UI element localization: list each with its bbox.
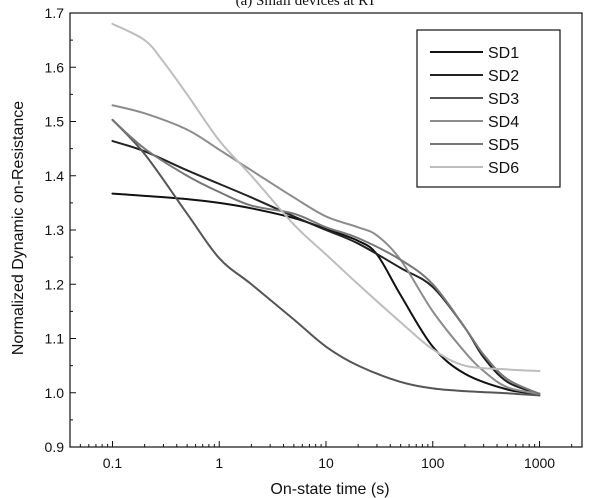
x-tick-label: 1000 <box>524 455 555 471</box>
y-tick-label: 1.3 <box>45 222 65 238</box>
y-tick-label: 0.9 <box>45 439 65 455</box>
legend-label: SD5 <box>488 137 519 154</box>
series-line-sd5 <box>111 118 541 395</box>
y-tick-label: 1.2 <box>45 276 65 292</box>
x-tick-label: 1 <box>215 455 223 471</box>
y-tick-label: 1.7 <box>45 5 65 21</box>
series-line-sd6 <box>111 22 541 373</box>
legend-label: SD4 <box>488 114 519 131</box>
x-tick-label: 0.1 <box>103 455 123 471</box>
y-tick-label: 1.6 <box>45 59 65 75</box>
y-tick-label: 1.4 <box>45 168 65 184</box>
legend-label: SD3 <box>488 91 519 108</box>
y-tick-label: 1.0 <box>45 385 65 401</box>
y-tick-label: 1.5 <box>45 114 65 130</box>
legend-box <box>416 29 561 188</box>
legend-label: SD2 <box>488 68 519 85</box>
legend-label: SD6 <box>488 160 519 177</box>
series-line-sd3 <box>111 118 541 397</box>
x-tick-label: 100 <box>421 455 445 471</box>
y-tick-label: 1.1 <box>45 331 65 347</box>
x-tick-label: 10 <box>318 455 334 471</box>
chart-title: (a) Small devices at RT <box>236 0 377 9</box>
series-line-sd1 <box>111 192 541 395</box>
x-axis-title: On-state time (s) <box>270 481 389 498</box>
legend-label: SD1 <box>488 45 519 62</box>
series-line-sd2 <box>111 140 541 395</box>
series-line-sd4 <box>111 104 541 395</box>
y-axis-title: Normalized Dynamic on-Resistance <box>10 101 27 355</box>
